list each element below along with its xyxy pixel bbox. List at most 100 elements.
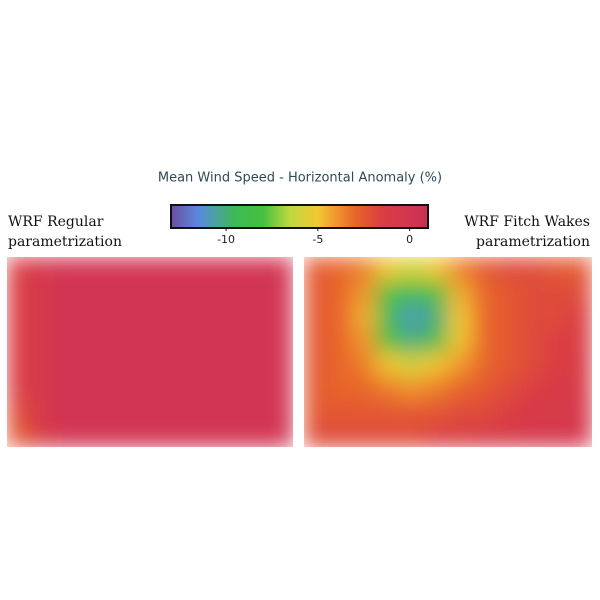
- heatmap-cell: [245, 328, 270, 353]
- heatmap-cell: [328, 423, 353, 448]
- heatmap-cell: [221, 304, 246, 329]
- heatmap-cell: [520, 423, 545, 448]
- heatmap-cell: [376, 352, 401, 377]
- heatmap-cell: [221, 352, 246, 377]
- heatmap-cell: [424, 399, 449, 424]
- heatmap-cell: [197, 304, 222, 329]
- heatmap-cell: [544, 352, 569, 377]
- heatmap-cell: [376, 280, 401, 305]
- heatmap-cell: [328, 399, 353, 424]
- heatmap-cell: [376, 399, 401, 424]
- heatmap: [304, 257, 593, 448]
- heatmap-cell: [424, 257, 449, 282]
- heatmap-cell: [30, 423, 56, 448]
- heatmap-cell: [150, 280, 175, 305]
- heatmap-cell: [269, 375, 294, 400]
- heatmap-cell: [568, 280, 593, 305]
- heatmap-cell: [400, 399, 425, 424]
- heatmap-cell: [304, 423, 329, 448]
- heatmap-cell: [221, 280, 246, 305]
- heatmap-cell: [304, 304, 329, 329]
- heatmap-cell: [245, 375, 270, 400]
- heatmap-cell: [424, 328, 449, 353]
- heatmap-cell: [7, 375, 32, 400]
- heatmap-cell: [7, 328, 32, 353]
- panel-label: parametrization: [476, 234, 590, 250]
- heatmap-cell: [173, 328, 199, 353]
- heatmap-cell: [126, 352, 151, 377]
- heatmap-cell: [150, 304, 175, 329]
- heatmap-cell: [78, 280, 103, 305]
- heatmap-cell: [376, 375, 401, 400]
- heatmap-cell: [352, 304, 377, 329]
- heatmap-cell: [568, 423, 593, 448]
- heatmap-cell: [424, 352, 449, 377]
- heatmap-cell: [400, 328, 425, 353]
- heatmap-cell: [472, 257, 497, 282]
- heatmap-cell: [7, 257, 32, 282]
- heatmap-cell: [520, 257, 545, 282]
- heatmap-cell: [448, 423, 473, 448]
- heatmap-cell: [102, 399, 127, 424]
- heatmap-cell: [352, 280, 377, 305]
- heatmap-cell: [78, 352, 103, 377]
- heatmap-cell: [78, 375, 103, 400]
- heatmap-cell: [269, 280, 294, 305]
- heatmap-cell: [496, 328, 521, 353]
- heatmap-cell: [472, 375, 497, 400]
- heatmap-cell: [472, 280, 497, 305]
- heatmap-cell: [54, 304, 79, 329]
- heatmap-cell: [78, 304, 103, 329]
- heatmap-cell: [197, 328, 222, 353]
- heatmap-cell: [126, 257, 151, 282]
- heatmap-cell: [269, 352, 294, 377]
- heatmap-cell: [496, 304, 521, 329]
- heatmap-cell: [126, 375, 151, 400]
- heatmap-cell: [150, 257, 175, 282]
- heatmap-cell: [221, 328, 246, 353]
- heatmap-cell: [328, 328, 353, 353]
- heatmap-cell: [173, 352, 199, 377]
- heatmap-cell: [54, 280, 79, 305]
- heatmap-cell: [352, 352, 377, 377]
- heatmap-cell: [150, 328, 175, 353]
- heatmap-cell: [496, 375, 521, 400]
- heatmap-cell: [78, 257, 103, 282]
- panel-label: WRF Regular: [8, 214, 104, 230]
- heatmap-cell: [245, 423, 270, 448]
- heatmap-cell: [126, 280, 151, 305]
- heatmap-cell: [544, 257, 569, 282]
- heatmap-cell: [197, 280, 222, 305]
- heatmap-cell: [269, 328, 294, 353]
- heatmap-cell: [304, 352, 329, 377]
- heatmap-cell: [568, 257, 593, 282]
- heatmap-cell: [30, 352, 56, 377]
- heatmap-cell: [173, 304, 199, 329]
- heatmap-cell: [150, 352, 175, 377]
- heatmap-cell: [400, 304, 425, 329]
- heatmap-cell: [376, 423, 401, 448]
- heatmap-cell: [520, 304, 545, 329]
- heatmap-cell: [102, 328, 127, 353]
- heatmap-cell: [400, 257, 425, 282]
- heatmap-cell: [102, 352, 127, 377]
- heatmap-cell: [54, 423, 79, 448]
- heatmap-cell: [496, 423, 521, 448]
- heatmap-cell: [568, 304, 593, 329]
- heatmap-cell: [30, 257, 56, 282]
- heatmap-cell: [54, 399, 79, 424]
- heatmap-cell: [520, 328, 545, 353]
- heatmap-cell: [400, 352, 425, 377]
- heatmap-cell: [544, 304, 569, 329]
- heatmap-cell: [328, 375, 353, 400]
- heatmap-cell: [197, 423, 222, 448]
- heatmap-cell: [328, 304, 353, 329]
- heatmap-cell: [328, 257, 353, 282]
- heatmap-cell: [30, 280, 56, 305]
- panel-label: parametrization: [8, 234, 122, 250]
- heatmap-cell: [376, 304, 401, 329]
- heatmap-cell: [448, 328, 473, 353]
- heatmap-cell: [520, 375, 545, 400]
- heatmap-cell: [496, 257, 521, 282]
